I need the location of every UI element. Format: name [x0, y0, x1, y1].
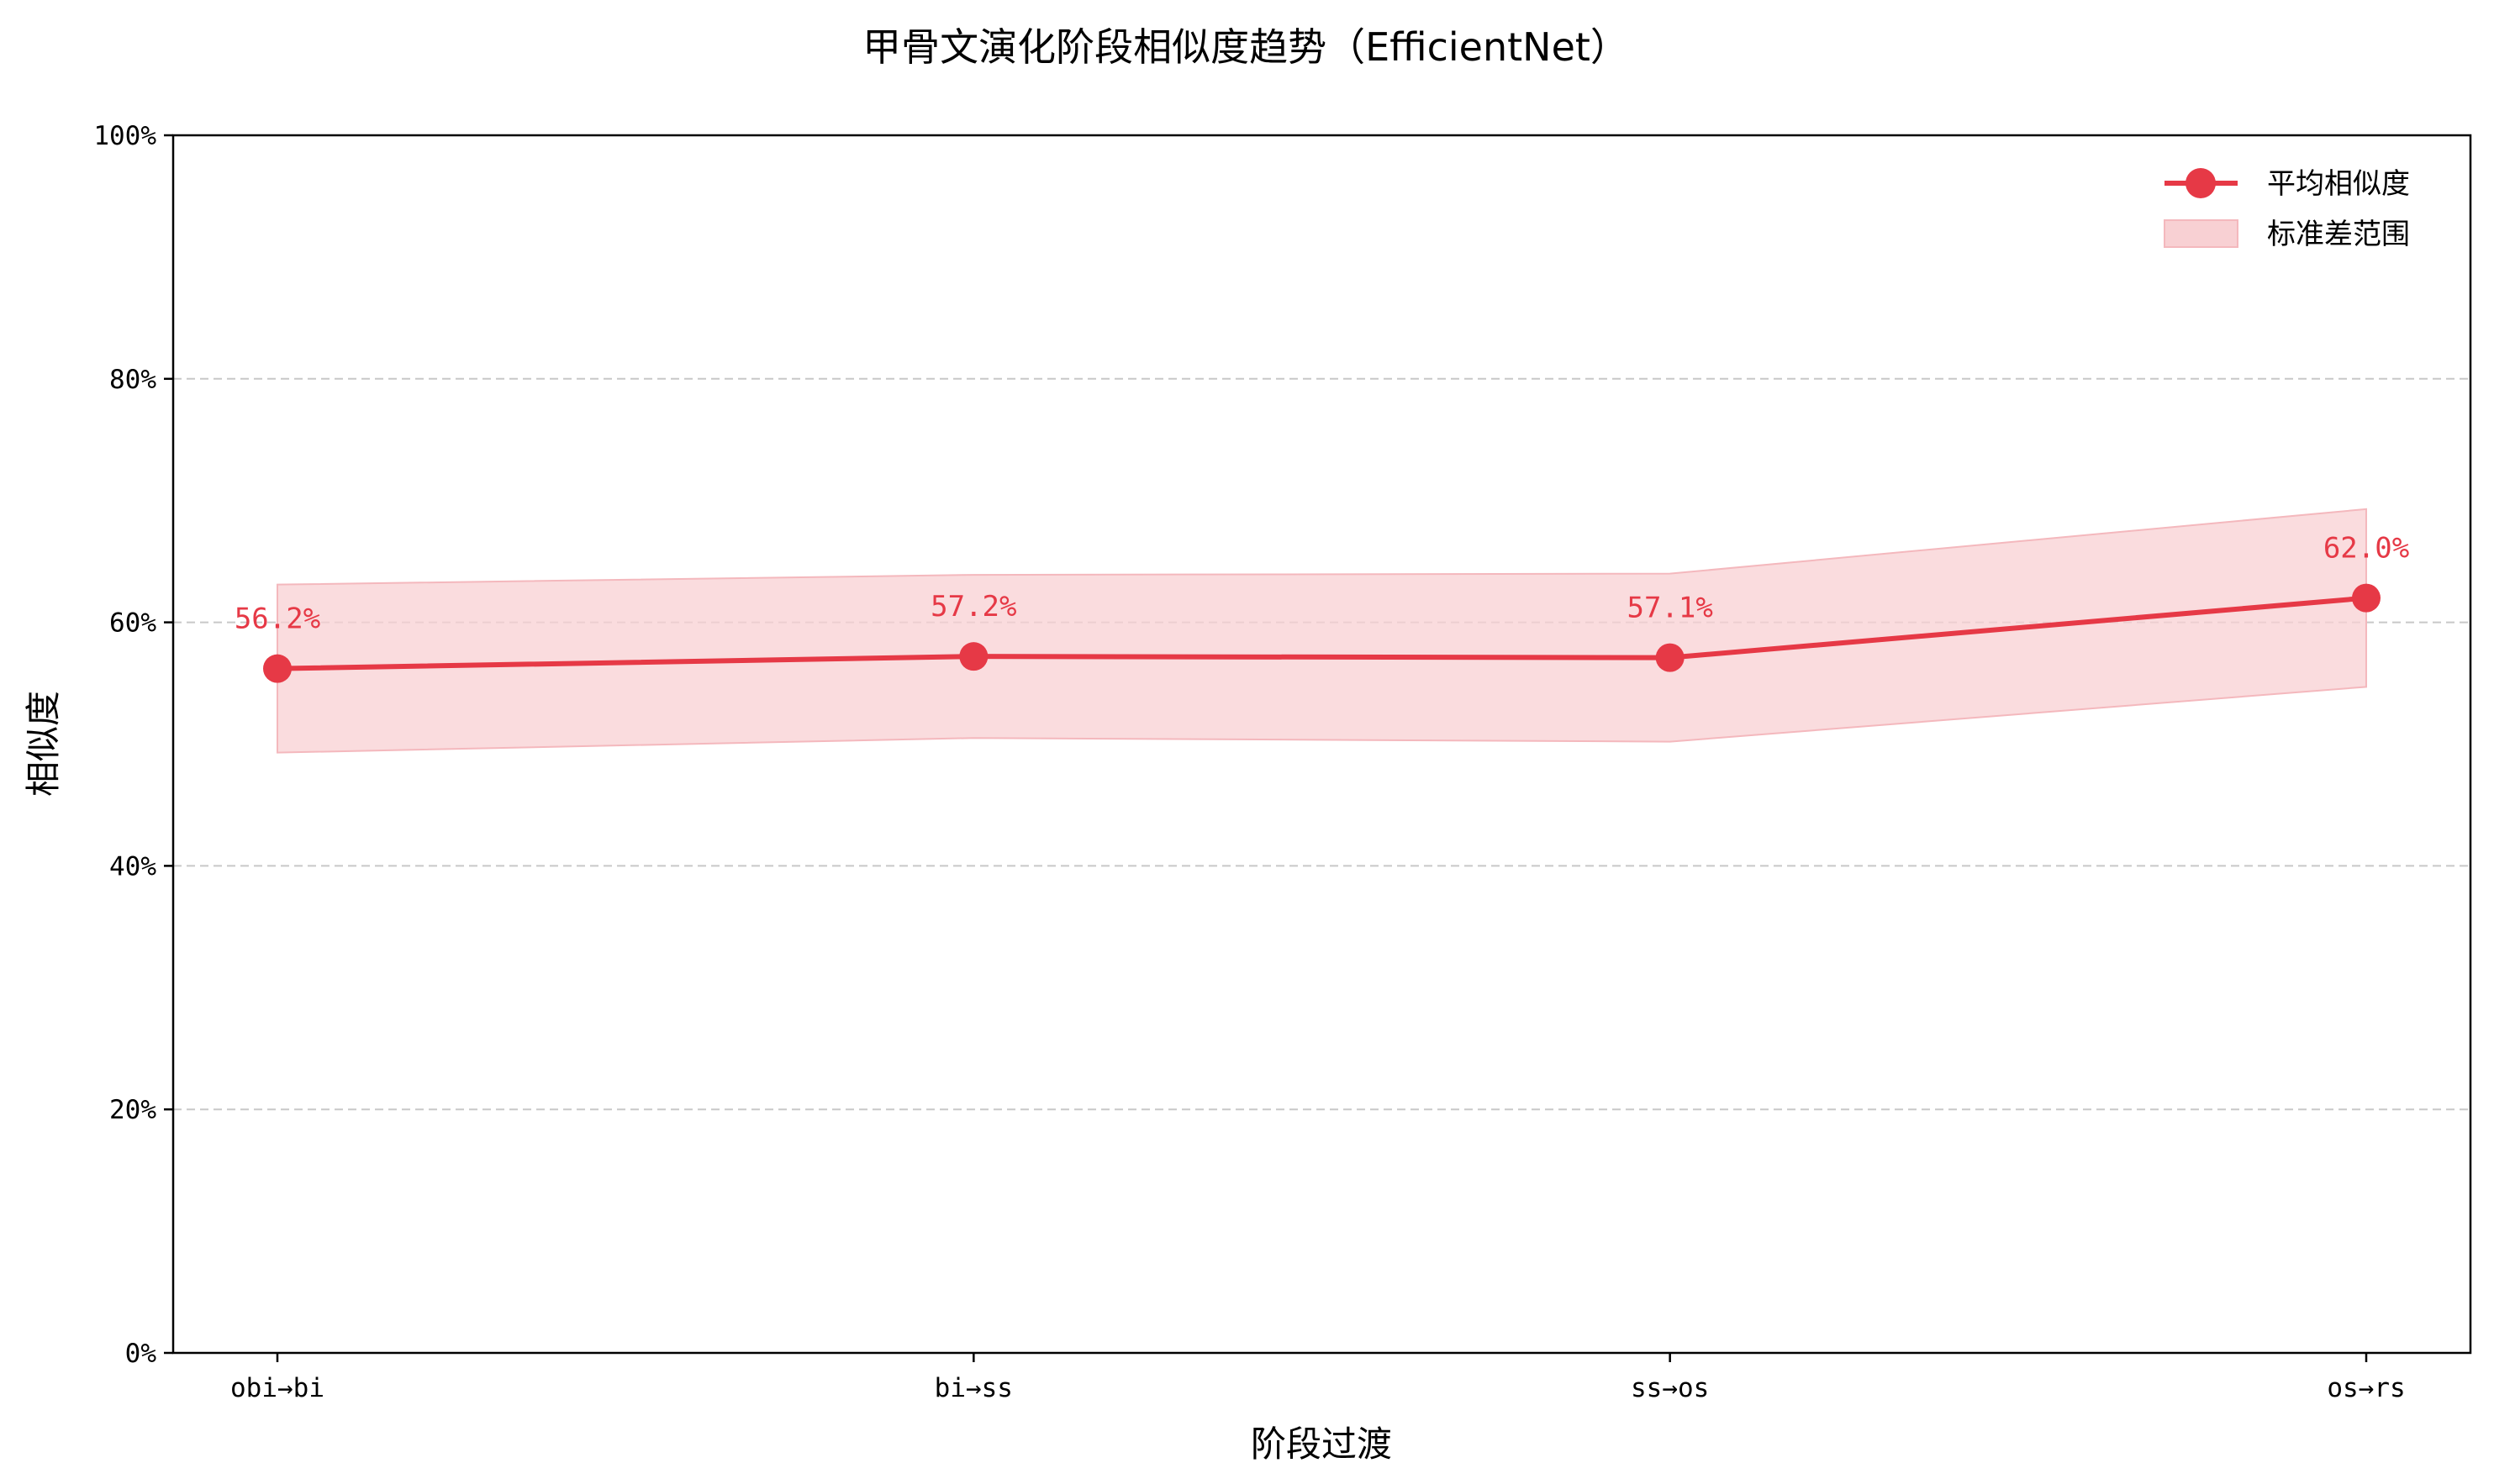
y-axis-label: 相似度: [23, 691, 64, 797]
y-axis: 0% 20% 40% 60% 80% 100%: [93, 121, 173, 1369]
data-label: 62.0%: [2323, 532, 2409, 566]
legend-marker-swatch: [2186, 168, 2216, 198]
legend-band-swatch: [2164, 219, 2238, 248]
data-point: [959, 642, 989, 671]
legend-band-label: 标准差范围: [2267, 218, 2410, 251]
chart-title: 甲骨文演化阶段相似度趋势（EfficientNet）: [862, 24, 1629, 70]
mean-line: [277, 595, 2367, 671]
std-band: [277, 508, 2367, 754]
x-axis: obi→bi bi→ss ss→os os→rs: [230, 1353, 2406, 1403]
plot-area: 56.2% 57.2% 57.1% 62.0%: [171, 134, 2472, 1355]
x-tick-label: obi→bi: [230, 1373, 324, 1403]
data-label: 56.2%: [235, 603, 320, 636]
y-tick-label: 60%: [109, 608, 156, 639]
x-tick-label: bi→ss: [935, 1373, 1013, 1403]
data-label: 57.1%: [1627, 592, 1712, 625]
data-labels: 56.2% 57.2% 57.1% 62.0%: [235, 532, 2409, 636]
y-tick-label: 40%: [109, 851, 156, 881]
y-tick-label: 20%: [109, 1095, 156, 1125]
legend: 平均相似度 标准差范围: [2164, 167, 2410, 251]
data-point: [2352, 583, 2381, 613]
data-label: 57.2%: [931, 590, 1016, 624]
data-points: [263, 583, 2381, 683]
y-tick-label: 0%: [125, 1339, 157, 1369]
plot-frame: [171, 134, 2472, 1355]
data-point: [1655, 643, 1685, 672]
legend-mean-label: 平均相似度: [2267, 167, 2410, 201]
y-tick-label: 100%: [93, 121, 156, 151]
y-tick-label: 80%: [109, 365, 156, 395]
x-tick-label: ss→os: [1631, 1373, 1709, 1403]
x-axis-label: 阶段过渡: [1251, 1423, 1392, 1465]
data-point: [263, 654, 292, 683]
x-tick-label: os→rs: [2327, 1373, 2405, 1403]
